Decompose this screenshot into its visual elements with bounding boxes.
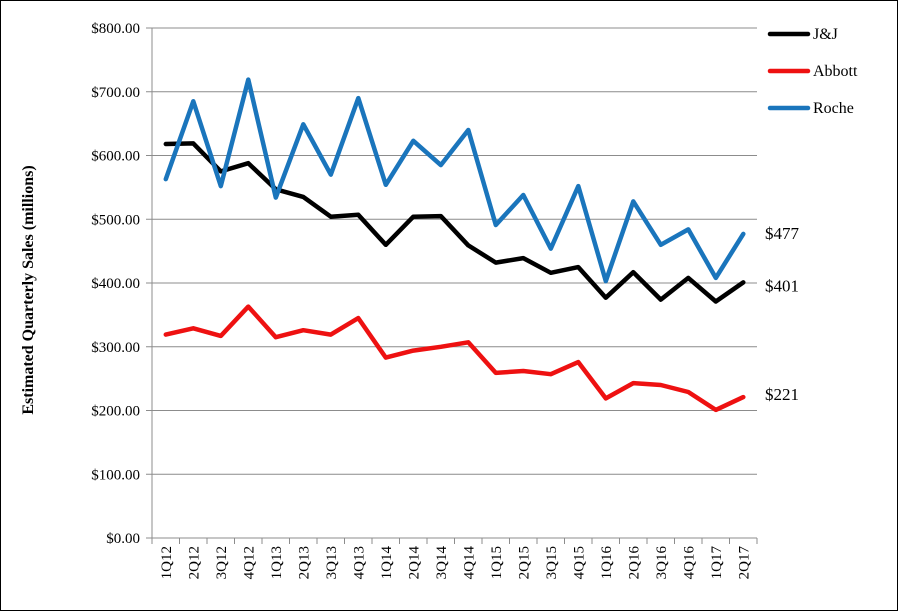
y-tick-label: $100.00 <box>91 467 140 483</box>
y-tick-label: $300.00 <box>91 340 140 356</box>
x-tick-label: 1Q17 <box>709 546 725 580</box>
series-line-2 <box>163 77 746 284</box>
x-tick-label: 4Q16 <box>681 546 697 580</box>
x-tick-label: 2Q13 <box>296 546 312 579</box>
x-tick-label: 1Q13 <box>269 546 285 579</box>
x-tick-label: 3Q16 <box>654 546 670 580</box>
y-tick-label: $500.00 <box>91 212 140 228</box>
end-labels: $401 $221 $477 <box>765 224 800 404</box>
x-tick-label: 4Q12 <box>241 546 257 579</box>
y-tick-label: $800.00 <box>91 21 140 37</box>
y-tick-label: $600.00 <box>91 149 140 165</box>
legend-label: Abbott <box>813 63 858 80</box>
y-tick-label: $700.00 <box>91 85 140 101</box>
grid <box>152 27 757 475</box>
y-axis-label: Estimated Quarterly Sales (millions) <box>20 165 37 414</box>
x-tick-label: 3Q13 <box>324 546 340 579</box>
y-tick-label: $400.00 <box>91 276 140 292</box>
x-tick-label: 1Q14 <box>379 546 395 580</box>
x-tick-label: 4Q13 <box>351 546 367 579</box>
x-tick-label: 3Q14 <box>434 546 450 580</box>
end-label: $401 <box>765 276 799 295</box>
y-tick-label: $200.00 <box>91 404 140 420</box>
axes: $0.00 $100.00 $200.00 $300.00 $400.00 $500.00… <box>91 21 758 580</box>
x-tick-label: 2Q16 <box>626 546 642 580</box>
end-label: $477 <box>765 224 800 243</box>
legend-label: Roche <box>813 100 854 117</box>
legend-label: J&J <box>813 26 838 43</box>
x-tick-label: 2Q17 <box>736 546 752 580</box>
legend: J&J Abbott Roche <box>767 26 858 117</box>
x-tick-label: 3Q12 <box>214 546 230 579</box>
x-tick-label: 1Q15 <box>489 546 505 579</box>
end-label: $221 <box>765 385 799 404</box>
x-tick-label: 3Q15 <box>544 546 560 579</box>
x-tick-label: 4Q15 <box>571 546 587 579</box>
series-line-0 <box>163 141 746 304</box>
y-tick-label: $0.00 <box>106 531 140 547</box>
x-tick-label: 2Q14 <box>406 546 422 580</box>
x-tick-label: 2Q12 <box>186 546 202 579</box>
x-tick-label: 4Q14 <box>461 546 477 580</box>
x-tick-label: 1Q12 <box>159 546 175 579</box>
x-tick-label: 2Q15 <box>516 546 532 579</box>
x-tick-label: 1Q16 <box>599 546 615 580</box>
series <box>163 77 746 413</box>
series-line-1 <box>163 304 746 413</box>
